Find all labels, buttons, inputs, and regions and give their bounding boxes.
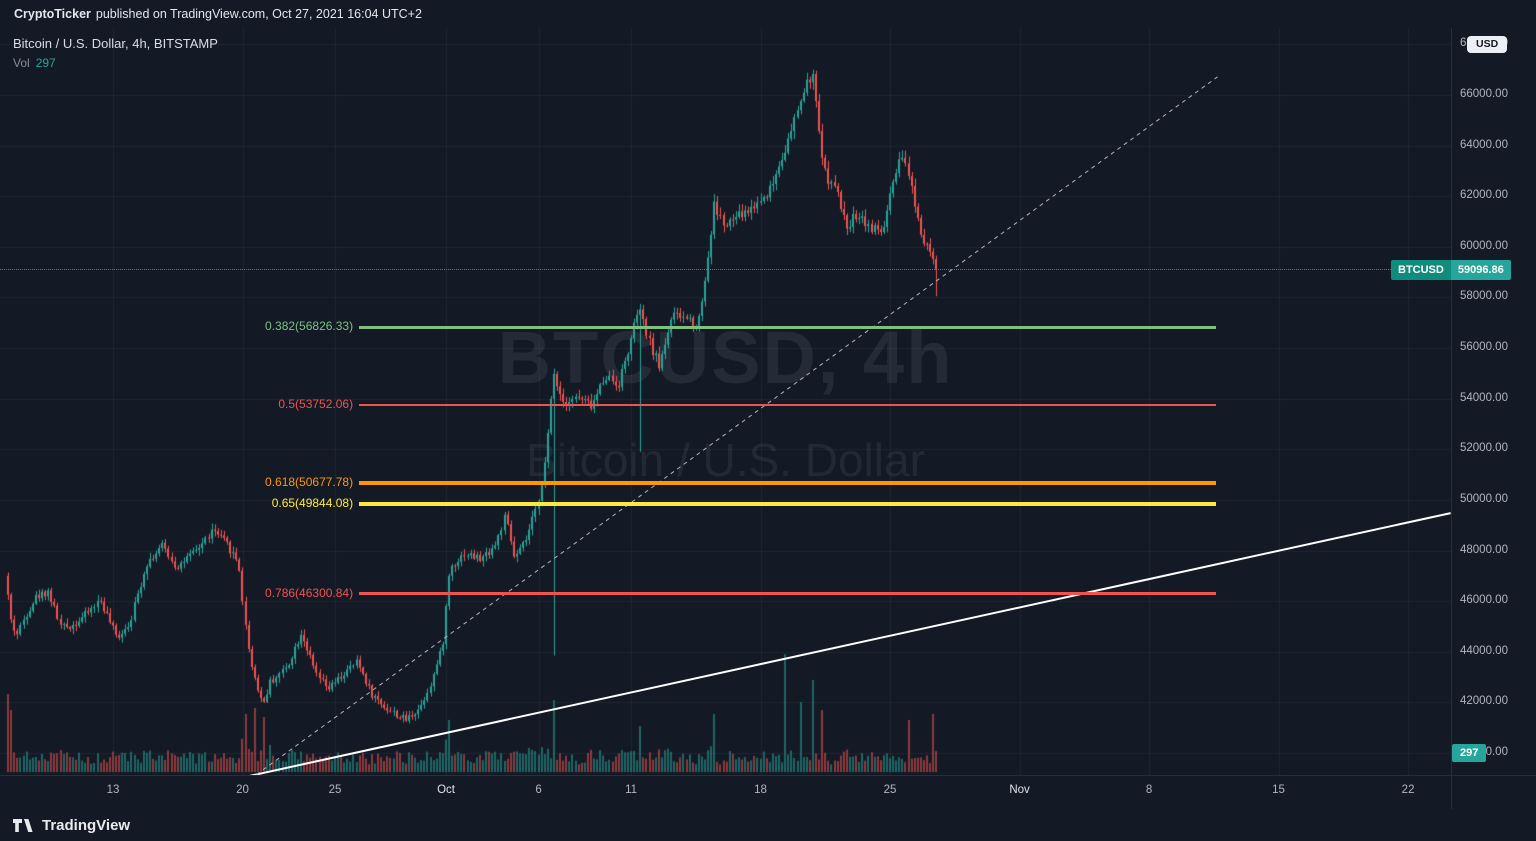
price-tick-label: 60000.00 (1460, 239, 1508, 252)
time-tick-label: 25 (328, 784, 342, 796)
price-tick-label: 42000.00 (1460, 695, 1508, 708)
time-tick-label: Oct (437, 784, 455, 796)
time-tick-label: 6 (535, 784, 542, 796)
fib-level-line-0.382[interactable] (359, 325, 1216, 329)
fib-level-label-0.382: 0.382(56826.33) (265, 319, 354, 334)
fib-level-label-0.618: 0.618(50677.78) (265, 474, 354, 489)
last-price-badge: BTCUSD 59096.86 (1391, 259, 1511, 280)
chart-legend: Bitcoin / U.S. Dollar, 4h, BITSTAMP Vol 2… (13, 36, 218, 70)
price-tick-label: 56000.00 (1460, 341, 1508, 354)
price-tick-label: 58000.00 (1460, 290, 1508, 303)
volume-legend-value: 297 (35, 56, 56, 70)
tradingview-brand[interactable]: TradingView (42, 816, 131, 834)
time-tick-label: 25 (883, 784, 897, 796)
publisher-name: CryptoTicker (14, 7, 91, 21)
price-tick-label: 46000.00 (1460, 594, 1508, 607)
volume-legend: Vol 297 (13, 56, 218, 70)
badge-symbol: BTCUSD (1391, 259, 1451, 280)
last-price-line (0, 269, 1451, 271)
chart-plot-area[interactable]: BTCUSD, 4h Bitcoin / U.S. Dollar 0.382(5… (0, 28, 1451, 775)
price-axis[interactable]: 68000.0066000.0064000.0062000.0060000.00… (1451, 28, 1536, 809)
time-axis[interactable]: 13 20 25 Oct 6 11 18 25 Nov 8 15 22 (0, 775, 1536, 809)
price-tick-label: 64000.00 (1460, 138, 1508, 151)
price-tick-label: 66000.00 (1460, 88, 1508, 101)
fib-level-line-0.786[interactable] (359, 592, 1216, 596)
fib-level-line-0.65[interactable] (359, 501, 1216, 506)
badge-price: 59096.86 (1450, 259, 1511, 280)
currency-unit-button[interactable]: USD (1467, 36, 1508, 53)
tradingview-logo[interactable] (12, 818, 34, 833)
time-tick-label: 22 (1401, 784, 1415, 796)
fib-retracement-levels: 0.382(56826.33) 0.5(53752.06) 0.618(50677.… (0, 28, 1451, 775)
time-tick-label: 18 (754, 784, 767, 796)
price-tick-label: 50000.00 (1460, 492, 1508, 505)
time-tick-label: 11 (625, 784, 638, 796)
publish-info: published on TradingView.com, Oct 27, 20… (95, 7, 422, 21)
publish-banner: CryptoTicker published on TradingView.com… (0, 0, 1536, 28)
price-tick-label: 62000.00 (1460, 189, 1508, 202)
fib-level-line-0.618[interactable] (359, 480, 1216, 485)
fib-level-label-0.5: 0.5(53752.06) (278, 396, 354, 411)
time-tick-label: 8 (1145, 784, 1153, 796)
time-tick-label: Nov (1009, 784, 1030, 796)
fib-level-label-0.786: 0.786(46300.84) (265, 585, 354, 600)
price-tick-label: 52000.00 (1460, 442, 1508, 455)
symbol-legend[interactable]: Bitcoin / U.S. Dollar, 4h, BITSTAMP (13, 36, 218, 51)
price-tick-label: 54000.00 (1460, 391, 1508, 404)
time-tick-label: 20 (236, 784, 249, 796)
time-tick-label: 15 (1272, 784, 1285, 796)
fib-level-label-0.65: 0.65(49844.08) (271, 495, 354, 510)
volume-legend-label: Vol (13, 56, 30, 70)
volume-value-badge: 297 (1452, 744, 1487, 762)
time-tick-label: 13 (106, 784, 120, 796)
footer-bar: TradingView (0, 809, 1536, 841)
fib-level-line-0.5[interactable] (359, 403, 1216, 406)
price-tick-label: 44000.00 (1460, 644, 1508, 657)
price-tick-label: 48000.00 (1460, 543, 1508, 556)
